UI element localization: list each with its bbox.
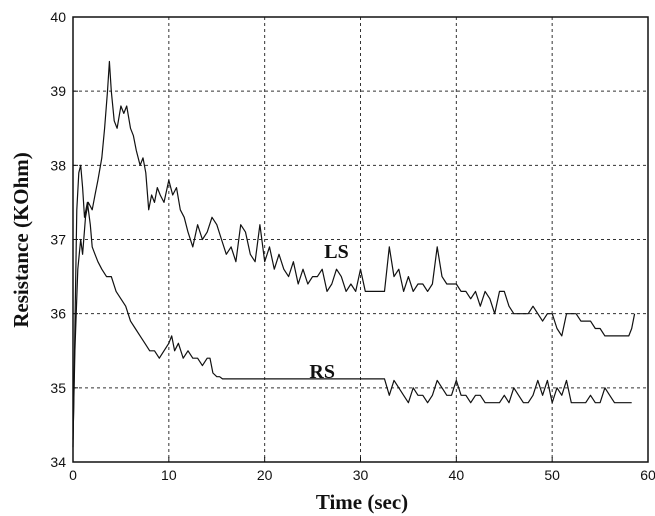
y-tick-label: 39 bbox=[50, 83, 66, 99]
series-labels: LS RS bbox=[309, 241, 348, 383]
series-line-ls bbox=[72, 60, 636, 440]
x-tick-label: 40 bbox=[449, 467, 465, 483]
series-label-rs: RS bbox=[309, 361, 335, 383]
series-layer bbox=[72, 60, 636, 448]
x-tick-label: 30 bbox=[353, 467, 369, 483]
y-axis-title: Resistance (KOhm) bbox=[9, 152, 33, 328]
x-tick-label: 0 bbox=[69, 467, 77, 483]
x-tick-label: 20 bbox=[257, 467, 273, 483]
y-tick-label: 40 bbox=[50, 9, 66, 25]
y-tick-label: 35 bbox=[50, 380, 66, 396]
y-tick-label: 34 bbox=[50, 454, 66, 470]
y-tick-label: 37 bbox=[50, 232, 66, 248]
x-axis-title: Time (sec) bbox=[316, 490, 408, 514]
series-line-rs bbox=[72, 164, 632, 448]
x-tick-label: 10 bbox=[161, 467, 177, 483]
series-label-ls: LS bbox=[324, 241, 348, 263]
y-tick-label: 36 bbox=[50, 306, 66, 322]
y-axis-ticks: 34 35 36 37 38 39 40 bbox=[50, 9, 78, 470]
grid bbox=[73, 17, 648, 462]
x-tick-label: 60 bbox=[640, 467, 655, 483]
x-axis-ticks: 0 10 20 30 40 50 60 bbox=[69, 457, 655, 483]
y-tick-label: 38 bbox=[50, 157, 66, 173]
x-tick-label: 50 bbox=[544, 467, 560, 483]
